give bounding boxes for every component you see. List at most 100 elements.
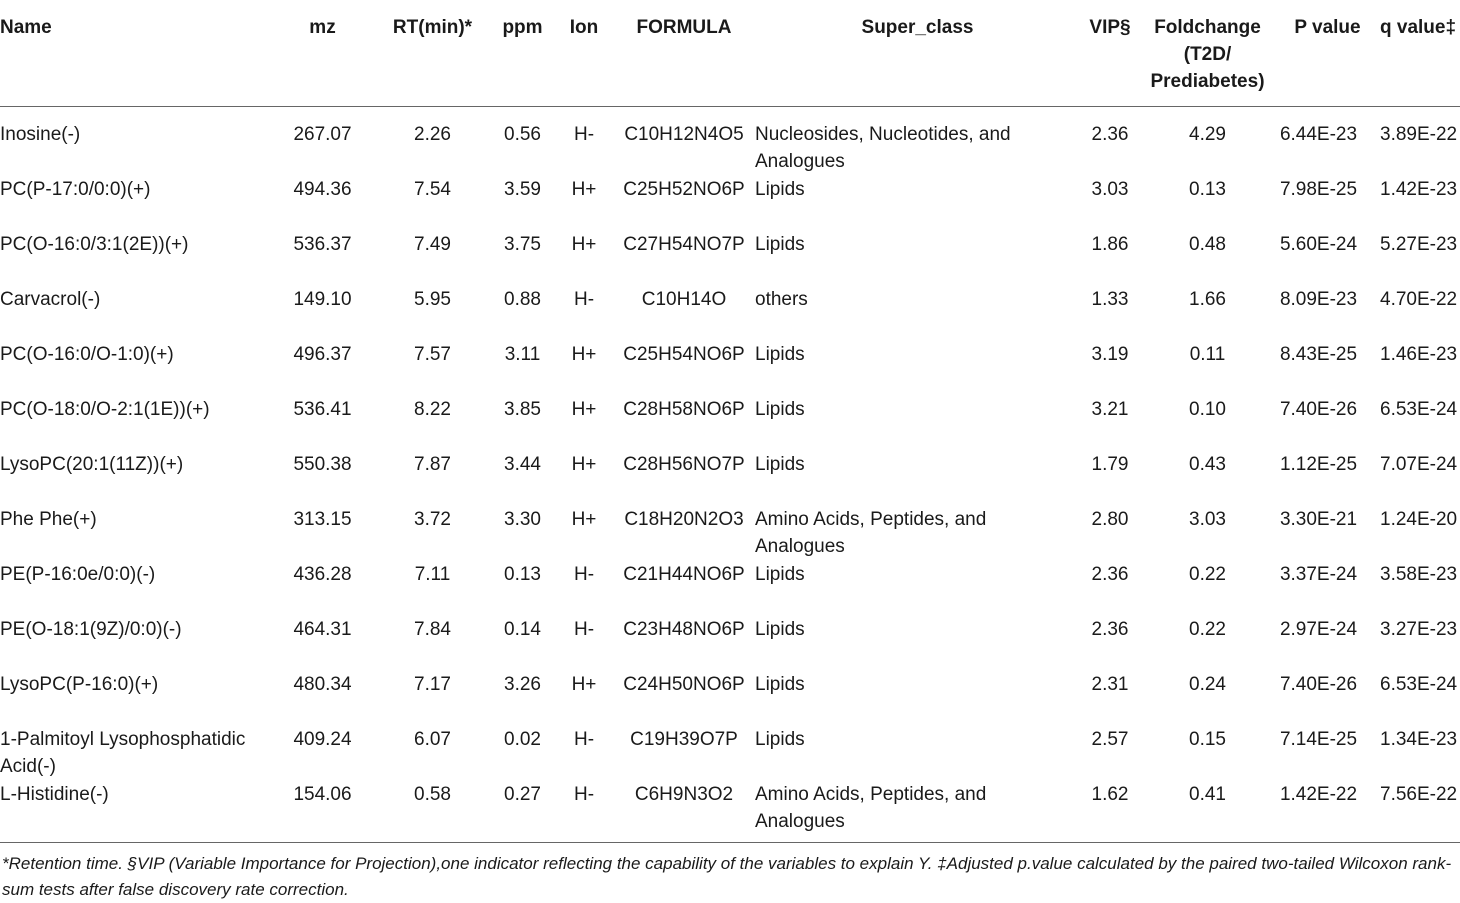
cell-foldchange: 0.13 [1189,179,1226,200]
cell-rt: 3.72 [414,509,451,530]
col-header-vip: VIP§ [1080,0,1140,107]
table-row: PE(P-16:0e/0:0)(-) 436.28 7.11 0.13 H- C… [0,561,1460,616]
cell-mz: 313.15 [293,509,352,530]
cell-formula: C6H9N3O2 [613,781,755,843]
col-header-foldchange: Foldchange (T2D/ Prediabetes) [1140,0,1275,107]
cell-rt: 7.49 [414,234,451,255]
cell-name: 1-Palmitoyl Lysophosphatidic Acid(-) [0,729,246,777]
cell-ppm: 3.11 [504,344,541,365]
cell-rt: 7.57 [414,344,451,365]
cell-ppm: 3.26 [504,674,541,695]
cell-mz: 480.34 [293,674,352,695]
cell-name: PC(O-16:0/3:1(2E))(+) [0,234,189,255]
cell-ppm: 0.14 [504,619,541,640]
cell-super-class: others [755,289,808,310]
cell-vip: 1.86 [1091,234,1129,255]
cell-ion: H+ [571,399,597,420]
cell-foldchange: 4.29 [1189,124,1226,145]
cell-vip: 1.79 [1091,454,1129,475]
cell-vip: 2.36 [1091,619,1129,640]
table-body: Inosine(-) 267.07 2.26 0.56 H- C10H12N4O… [0,107,1460,843]
col-header-super-class: Super_class [755,0,1080,107]
table-row: Phe Phe(+) 313.15 3.72 3.30 H+ C18H20N2O… [0,506,1460,561]
cell-ion: H- [573,564,595,585]
cell-formula: C18H20N2O3 [624,509,744,530]
cell-q-value: 3.27E-23 [1380,619,1458,640]
cell-ion: H- [573,124,595,145]
table-row: PC(P-17:0/0:0)(+) 494.36 7.54 3.59 H+ C2… [0,176,1460,231]
cell-mz: 550.38 [293,454,352,475]
cell-vip: 3.03 [1091,179,1129,200]
cell-formula: C28H58NO6P [623,399,745,420]
cell-mz: 436.28 [293,564,352,585]
cell-name: PE(O-18:1(9Z)/0:0)(-) [0,619,182,640]
cell-vip: 1.62 [1080,781,1140,843]
cell-ppm: 3.75 [504,234,541,255]
cell-name: Phe Phe(+) [0,509,97,530]
cell-ppm: 0.02 [504,729,541,750]
cell-p-value: 1.12E-25 [1279,454,1358,475]
cell-formula: C10H12N4O5 [624,124,744,145]
cell-ppm: 3.30 [504,509,541,530]
cell-p-value: 3.37E-24 [1279,564,1358,585]
cell-q-value: 3.89E-22 [1380,124,1458,145]
cell-formula: C28H56NO7P [623,454,745,475]
cell-formula: C23H48NO6P [623,619,745,640]
cell-rt: 8.22 [414,399,451,420]
cell-mz: 536.41 [293,399,352,420]
table-row: LysoPC(P-16:0)(+) 480.34 7.17 3.26 H+ C2… [0,671,1460,726]
cell-mz: 267.07 [293,124,352,145]
cell-formula: C27H54NO7P [623,234,745,255]
table-row: PC(O-16:0/3:1(2E))(+) 536.37 7.49 3.75 H… [0,231,1460,286]
cell-mz: 149.10 [293,289,352,310]
table-row: PC(O-16:0/O-1:0)(+) 496.37 7.57 3.11 H+ … [0,341,1460,396]
cell-name: PC(O-18:0/O-2:1(1E))(+) [0,399,210,420]
cell-name: PE(P-16:0e/0:0)(-) [0,564,156,585]
cell-formula: C21H44NO6P [623,564,745,585]
cell-vip: 2.36 [1091,124,1129,145]
col-header-name: Name [0,0,270,107]
cell-rt: 0.58 [375,781,490,843]
cell-vip: 2.80 [1091,509,1129,530]
cell-name: L-Histidine(-) [0,781,270,843]
col-header-ion: Ion [555,0,613,107]
cell-rt: 7.54 [414,179,451,200]
cell-foldchange: 0.41 [1140,781,1275,843]
cell-formula: C19H39O7P [630,729,738,750]
cell-super-class: Lipids [755,399,805,420]
cell-super-class: Amino Acids, Peptides, and Analogues [755,781,1080,843]
cell-super-class: Lipids [755,179,805,200]
cell-ppm: 3.59 [504,179,541,200]
table-row: Inosine(-) 267.07 2.26 0.56 H- C10H12N4O… [0,107,1460,177]
cell-ion: H- [573,289,595,310]
cell-mz: 464.31 [293,619,352,640]
cell-ppm: 0.88 [504,289,541,310]
cell-foldchange: 0.22 [1189,564,1226,585]
cell-q-value: 1.34E-23 [1380,729,1458,750]
cell-vip: 1.33 [1091,289,1129,310]
table-row: PC(O-18:0/O-2:1(1E))(+) 536.41 8.22 3.85… [0,396,1460,451]
cell-name: Inosine(-) [0,124,81,145]
cell-p-value: 8.43E-25 [1279,344,1358,365]
cell-q-value: 1.24E-20 [1380,509,1458,530]
cell-ppm: 0.27 [490,781,555,843]
cell-ion: H- [555,781,613,843]
table-row: L-Histidine(-) 154.06 0.58 0.27 H- C6H9N… [0,781,1460,843]
cell-ppm: 0.56 [504,124,541,145]
cell-foldchange: 0.10 [1189,399,1226,420]
cell-p-value: 7.40E-26 [1279,399,1358,420]
cell-ppm: 3.85 [504,399,541,420]
cell-rt: 6.07 [414,729,451,750]
cell-mz: 154.06 [270,781,375,843]
col-header-mz: mz [270,0,375,107]
cell-q-value: 1.42E-23 [1380,179,1458,200]
cell-name: LysoPC(P-16:0)(+) [0,674,159,695]
cell-foldchange: 0.15 [1189,729,1226,750]
cell-q-value: 4.70E-22 [1380,289,1458,310]
cell-super-class: Lipids [755,674,805,695]
cell-vip: 3.21 [1091,399,1129,420]
cell-mz: 496.37 [293,344,352,365]
cell-vip: 2.31 [1091,674,1129,695]
table-row: LysoPC(20:1(11Z))(+) 550.38 7.87 3.44 H+… [0,451,1460,506]
cell-ion: H+ [571,234,597,255]
